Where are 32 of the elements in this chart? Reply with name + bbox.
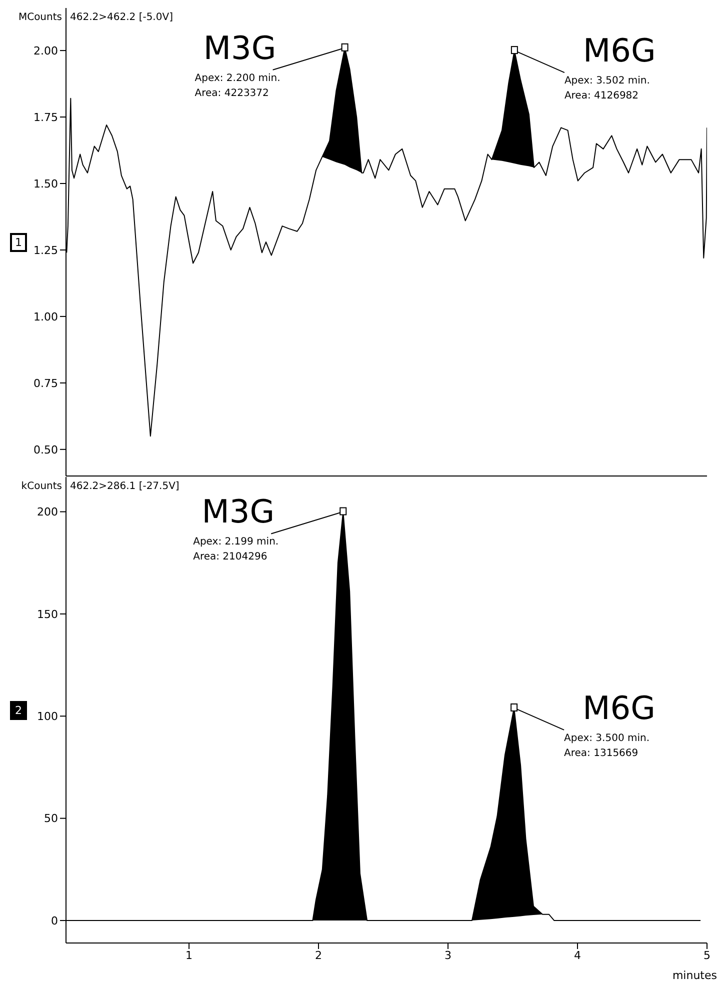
y-tick-label: 150 — [37, 608, 58, 621]
y-tick-label: 1.50 — [34, 177, 58, 190]
y-tick-label: 1.75 — [34, 110, 58, 124]
x-axis-title: minutes — [672, 969, 717, 982]
x-tick-label: 3 — [444, 948, 452, 962]
x-tick-label: 4 — [574, 948, 582, 962]
y-axis-title: MCounts — [18, 12, 62, 23]
y-tick-label: 100 — [37, 710, 58, 724]
y-tick-label: 2.00 — [34, 44, 58, 58]
y-tick-label: 0.75 — [34, 376, 58, 390]
chart-title: 462.2>286.1 [-27.5V] — [70, 481, 180, 492]
y-tick-label: 0.50 — [34, 443, 58, 456]
annotation: M6G — [583, 32, 656, 70]
annotation: M3G — [202, 492, 274, 531]
x-tick-label: 5 — [704, 948, 710, 962]
x-tick-label: 2 — [315, 948, 322, 962]
x-tick-label: 1 — [186, 948, 193, 962]
y-tick-label: 50 — [44, 812, 58, 826]
text: 1 — [10, 233, 27, 252]
y-tick-label: 200 — [37, 506, 58, 519]
annotation: Apex: 3.502 min. Area: 4126982 — [564, 76, 650, 102]
chart-title: 462.2>462.2 [-5.0V] — [70, 12, 173, 23]
y-tick-label: 0 — [51, 914, 58, 928]
annotation: Apex: 2.200 min. Area: 4223372 — [194, 72, 280, 99]
text: 2 — [10, 701, 27, 720]
annotation: M3G — [203, 28, 276, 67]
annotation: Apex: 3.500 min. Area: 1315669 — [564, 732, 650, 759]
annotation: M6G — [582, 688, 656, 727]
y-tick-label: 1.25 — [34, 244, 58, 257]
y-tick-label: 1.00 — [34, 310, 58, 324]
y-axis-title: kCounts — [21, 481, 62, 492]
annotation: Apex: 2.199 min. Area: 2104296 — [193, 536, 279, 563]
